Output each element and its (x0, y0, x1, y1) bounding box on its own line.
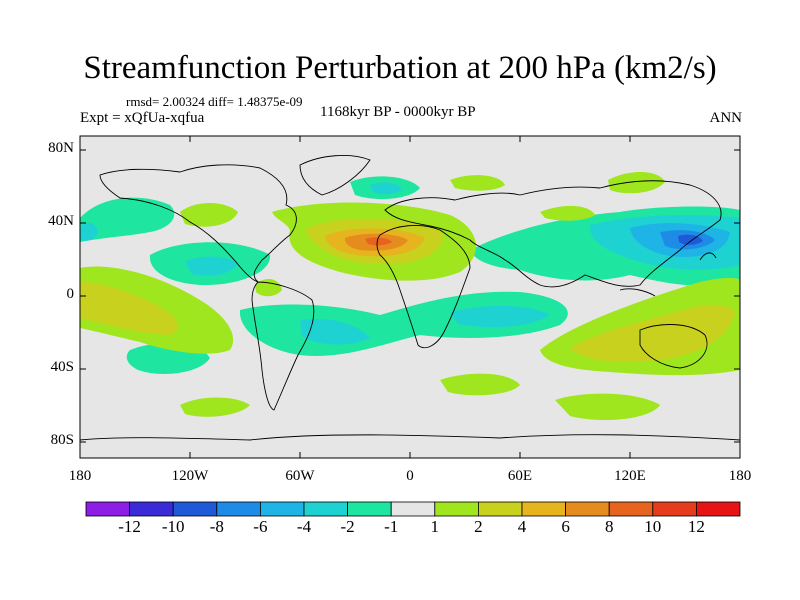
colorbar-box (652, 501, 697, 517)
lon-label: 180 (728, 468, 752, 484)
chart-title: Streamfunction Perturbation at 200 hPa (… (83, 50, 717, 86)
contour-region (80, 222, 98, 241)
lon-label: 120E (614, 468, 646, 484)
contour-region (608, 171, 665, 194)
lon-label: 0 (406, 468, 414, 484)
lat-label: 40N (48, 213, 74, 229)
colorbar-label: 6 (561, 517, 570, 536)
colorbar-box (477, 501, 523, 517)
period-label: 1168kyr BP - 0000kyr BP (320, 104, 476, 120)
contour-region (450, 175, 505, 191)
contour-region (180, 397, 250, 417)
contour-region (555, 393, 660, 421)
contour-region (365, 237, 392, 246)
colorbar-label: 1 (430, 517, 440, 536)
colorbar-box (608, 501, 654, 517)
contour-region (180, 203, 238, 227)
lon-label: 60E (507, 468, 533, 484)
colorbar-box (390, 501, 436, 517)
colorbar-label: 2 (474, 517, 483, 536)
colorbar-label: -6 (253, 517, 268, 536)
colorbar-box (129, 501, 174, 517)
lat-label: 0 (66, 286, 75, 302)
world-map-icon (80, 155, 740, 441)
contour-region (185, 256, 238, 276)
stats-label: rmsd= 2.00324 diff= 1.48375e-09 (126, 94, 303, 109)
contour-region (300, 318, 370, 345)
experiment-label: Expt = xQfUa-xqfua (80, 110, 205, 126)
contour-fields (80, 171, 740, 421)
lat-label: 40S (50, 359, 74, 375)
contour-region (80, 197, 175, 242)
colorbar-label: 4 (517, 517, 527, 536)
colorbar-label: -10 (161, 517, 185, 536)
colorbar-label: 10 (644, 517, 662, 536)
colorbar-box (172, 501, 218, 517)
colorbar-label: -8 (209, 517, 224, 536)
colorbar-label: -12 (118, 517, 141, 536)
lon-label: 180 (68, 468, 92, 484)
axis-ticks (79, 136, 741, 458)
contour-region (570, 304, 735, 362)
colorbar-label: 12 (687, 517, 705, 536)
contour-region (450, 305, 550, 328)
contour-region (255, 278, 282, 297)
contour-region (80, 282, 178, 335)
colorbar-label: -1 (384, 517, 399, 536)
contour-region (540, 205, 595, 221)
season-label: ANN (709, 110, 743, 126)
colorbar-label: 8 (604, 517, 614, 536)
lat-label: 80S (50, 432, 74, 448)
colorbar (85, 501, 741, 517)
colorbar-label: -4 (296, 517, 312, 536)
lon-label: 120W (171, 468, 209, 484)
lon-label: 60W (285, 468, 315, 484)
colorbar-label: -2 (340, 517, 355, 536)
colorbar-box (521, 501, 566, 517)
contour-region (440, 373, 520, 396)
lat-label: 80N (48, 140, 74, 156)
colorbar-box (216, 501, 261, 517)
colorbar-box (565, 501, 610, 517)
colorbar-box (696, 501, 741, 517)
colorbar-box (347, 501, 392, 517)
colorbar-box (85, 501, 130, 517)
colorbar-box (434, 501, 479, 517)
contour-region (370, 182, 402, 195)
colorbar-box (303, 501, 348, 517)
colorbar-box (259, 501, 305, 517)
